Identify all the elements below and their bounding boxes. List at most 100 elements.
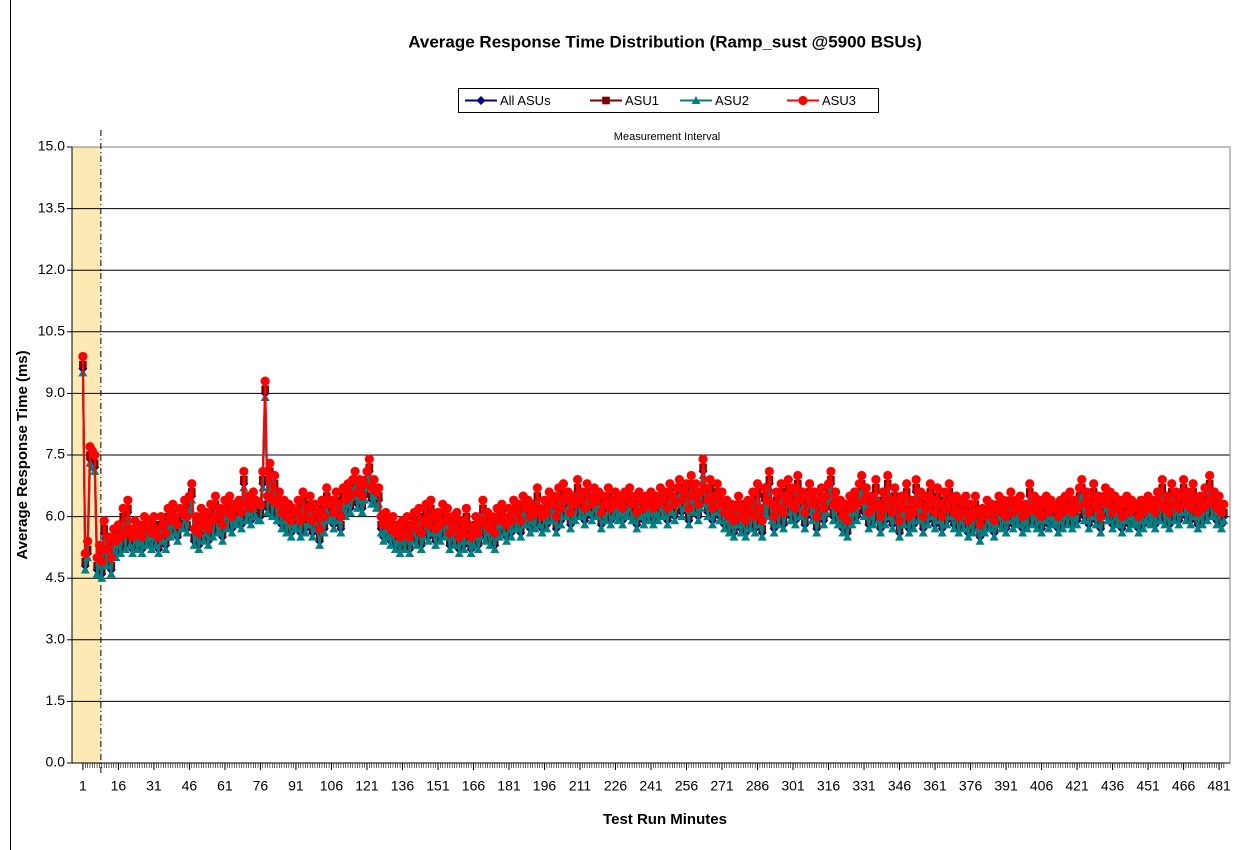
marker xyxy=(88,455,97,463)
marker xyxy=(459,528,469,538)
marker xyxy=(693,516,703,525)
marker xyxy=(80,565,90,574)
x-tick-label: 211 xyxy=(569,778,592,794)
marker xyxy=(1176,491,1186,501)
marker xyxy=(272,499,282,509)
marker xyxy=(944,479,954,489)
marker xyxy=(942,520,952,529)
marker xyxy=(101,544,112,555)
marker xyxy=(570,516,580,525)
marker xyxy=(1056,504,1065,513)
marker xyxy=(487,511,498,522)
marker xyxy=(1063,512,1072,521)
marker xyxy=(890,483,900,493)
marker xyxy=(700,483,711,493)
marker xyxy=(804,479,815,489)
marker xyxy=(292,516,300,525)
marker xyxy=(194,528,204,538)
y-tick-label: 0.0 xyxy=(46,754,66,770)
marker xyxy=(715,499,725,509)
marker xyxy=(308,532,318,541)
marker xyxy=(525,528,535,537)
marker xyxy=(999,504,1008,513)
marker xyxy=(1044,524,1054,533)
marker xyxy=(736,528,746,537)
marker xyxy=(816,483,827,493)
marker xyxy=(703,512,713,521)
marker xyxy=(739,508,748,517)
marker xyxy=(154,532,164,542)
marker xyxy=(369,475,379,485)
marker xyxy=(867,500,875,509)
marker xyxy=(778,507,789,518)
marker xyxy=(1039,499,1049,509)
marker xyxy=(287,525,295,533)
marker xyxy=(434,516,442,525)
marker xyxy=(449,524,460,534)
marker xyxy=(327,504,336,513)
marker xyxy=(1077,475,1087,485)
marker xyxy=(961,491,971,501)
marker xyxy=(693,499,703,509)
marker xyxy=(733,491,744,501)
marker xyxy=(1059,516,1067,525)
marker xyxy=(390,544,400,553)
marker xyxy=(1162,491,1172,501)
marker xyxy=(1013,503,1023,513)
marker xyxy=(480,536,490,545)
marker xyxy=(203,524,213,534)
x-tick-label: 421 xyxy=(1065,778,1089,794)
marker xyxy=(485,540,495,549)
marker xyxy=(781,491,791,501)
y-tick-label: 7.5 xyxy=(46,446,66,462)
marker xyxy=(715,516,725,525)
marker xyxy=(286,516,296,526)
marker xyxy=(1138,524,1148,533)
marker xyxy=(892,499,902,509)
chart-title: Average Response Time Distribution (Ramp… xyxy=(408,32,922,51)
plot-layer: 0.0 1.5 3.0 4.5 6.0 7.5 9.0 10.5 12.0 13.5 15.0 1 16… xyxy=(38,93,1231,794)
marker xyxy=(920,491,931,501)
marker xyxy=(937,511,947,522)
marker xyxy=(848,512,857,521)
marker xyxy=(717,487,727,497)
marker xyxy=(842,516,853,526)
marker xyxy=(429,521,438,529)
marker xyxy=(315,524,325,534)
marker xyxy=(312,507,322,518)
marker xyxy=(776,479,786,489)
marker xyxy=(388,511,398,522)
marker xyxy=(992,512,1001,521)
marker xyxy=(1044,516,1053,525)
marker xyxy=(849,487,860,497)
marker xyxy=(270,470,280,481)
marker xyxy=(168,499,178,509)
marker xyxy=(1194,516,1202,525)
marker xyxy=(651,491,661,501)
marker xyxy=(587,516,597,525)
marker xyxy=(151,540,161,549)
marker xyxy=(582,479,592,489)
marker xyxy=(662,503,673,513)
marker xyxy=(958,507,969,518)
marker xyxy=(1215,500,1223,509)
y-tick-label: 13.5 xyxy=(38,199,65,215)
x-tick-label: 271 xyxy=(710,778,734,794)
marker xyxy=(954,528,964,537)
marker xyxy=(1099,504,1107,513)
marker xyxy=(677,512,687,521)
marker xyxy=(1174,520,1184,529)
marker xyxy=(1013,520,1023,529)
marker xyxy=(454,549,464,558)
marker xyxy=(800,507,810,518)
marker xyxy=(464,529,473,537)
marker xyxy=(1150,507,1160,518)
marker xyxy=(1018,528,1028,537)
marker xyxy=(472,521,480,529)
marker xyxy=(617,503,628,513)
marker xyxy=(372,496,381,504)
marker xyxy=(719,524,729,533)
marker xyxy=(871,475,881,485)
marker xyxy=(748,487,758,497)
